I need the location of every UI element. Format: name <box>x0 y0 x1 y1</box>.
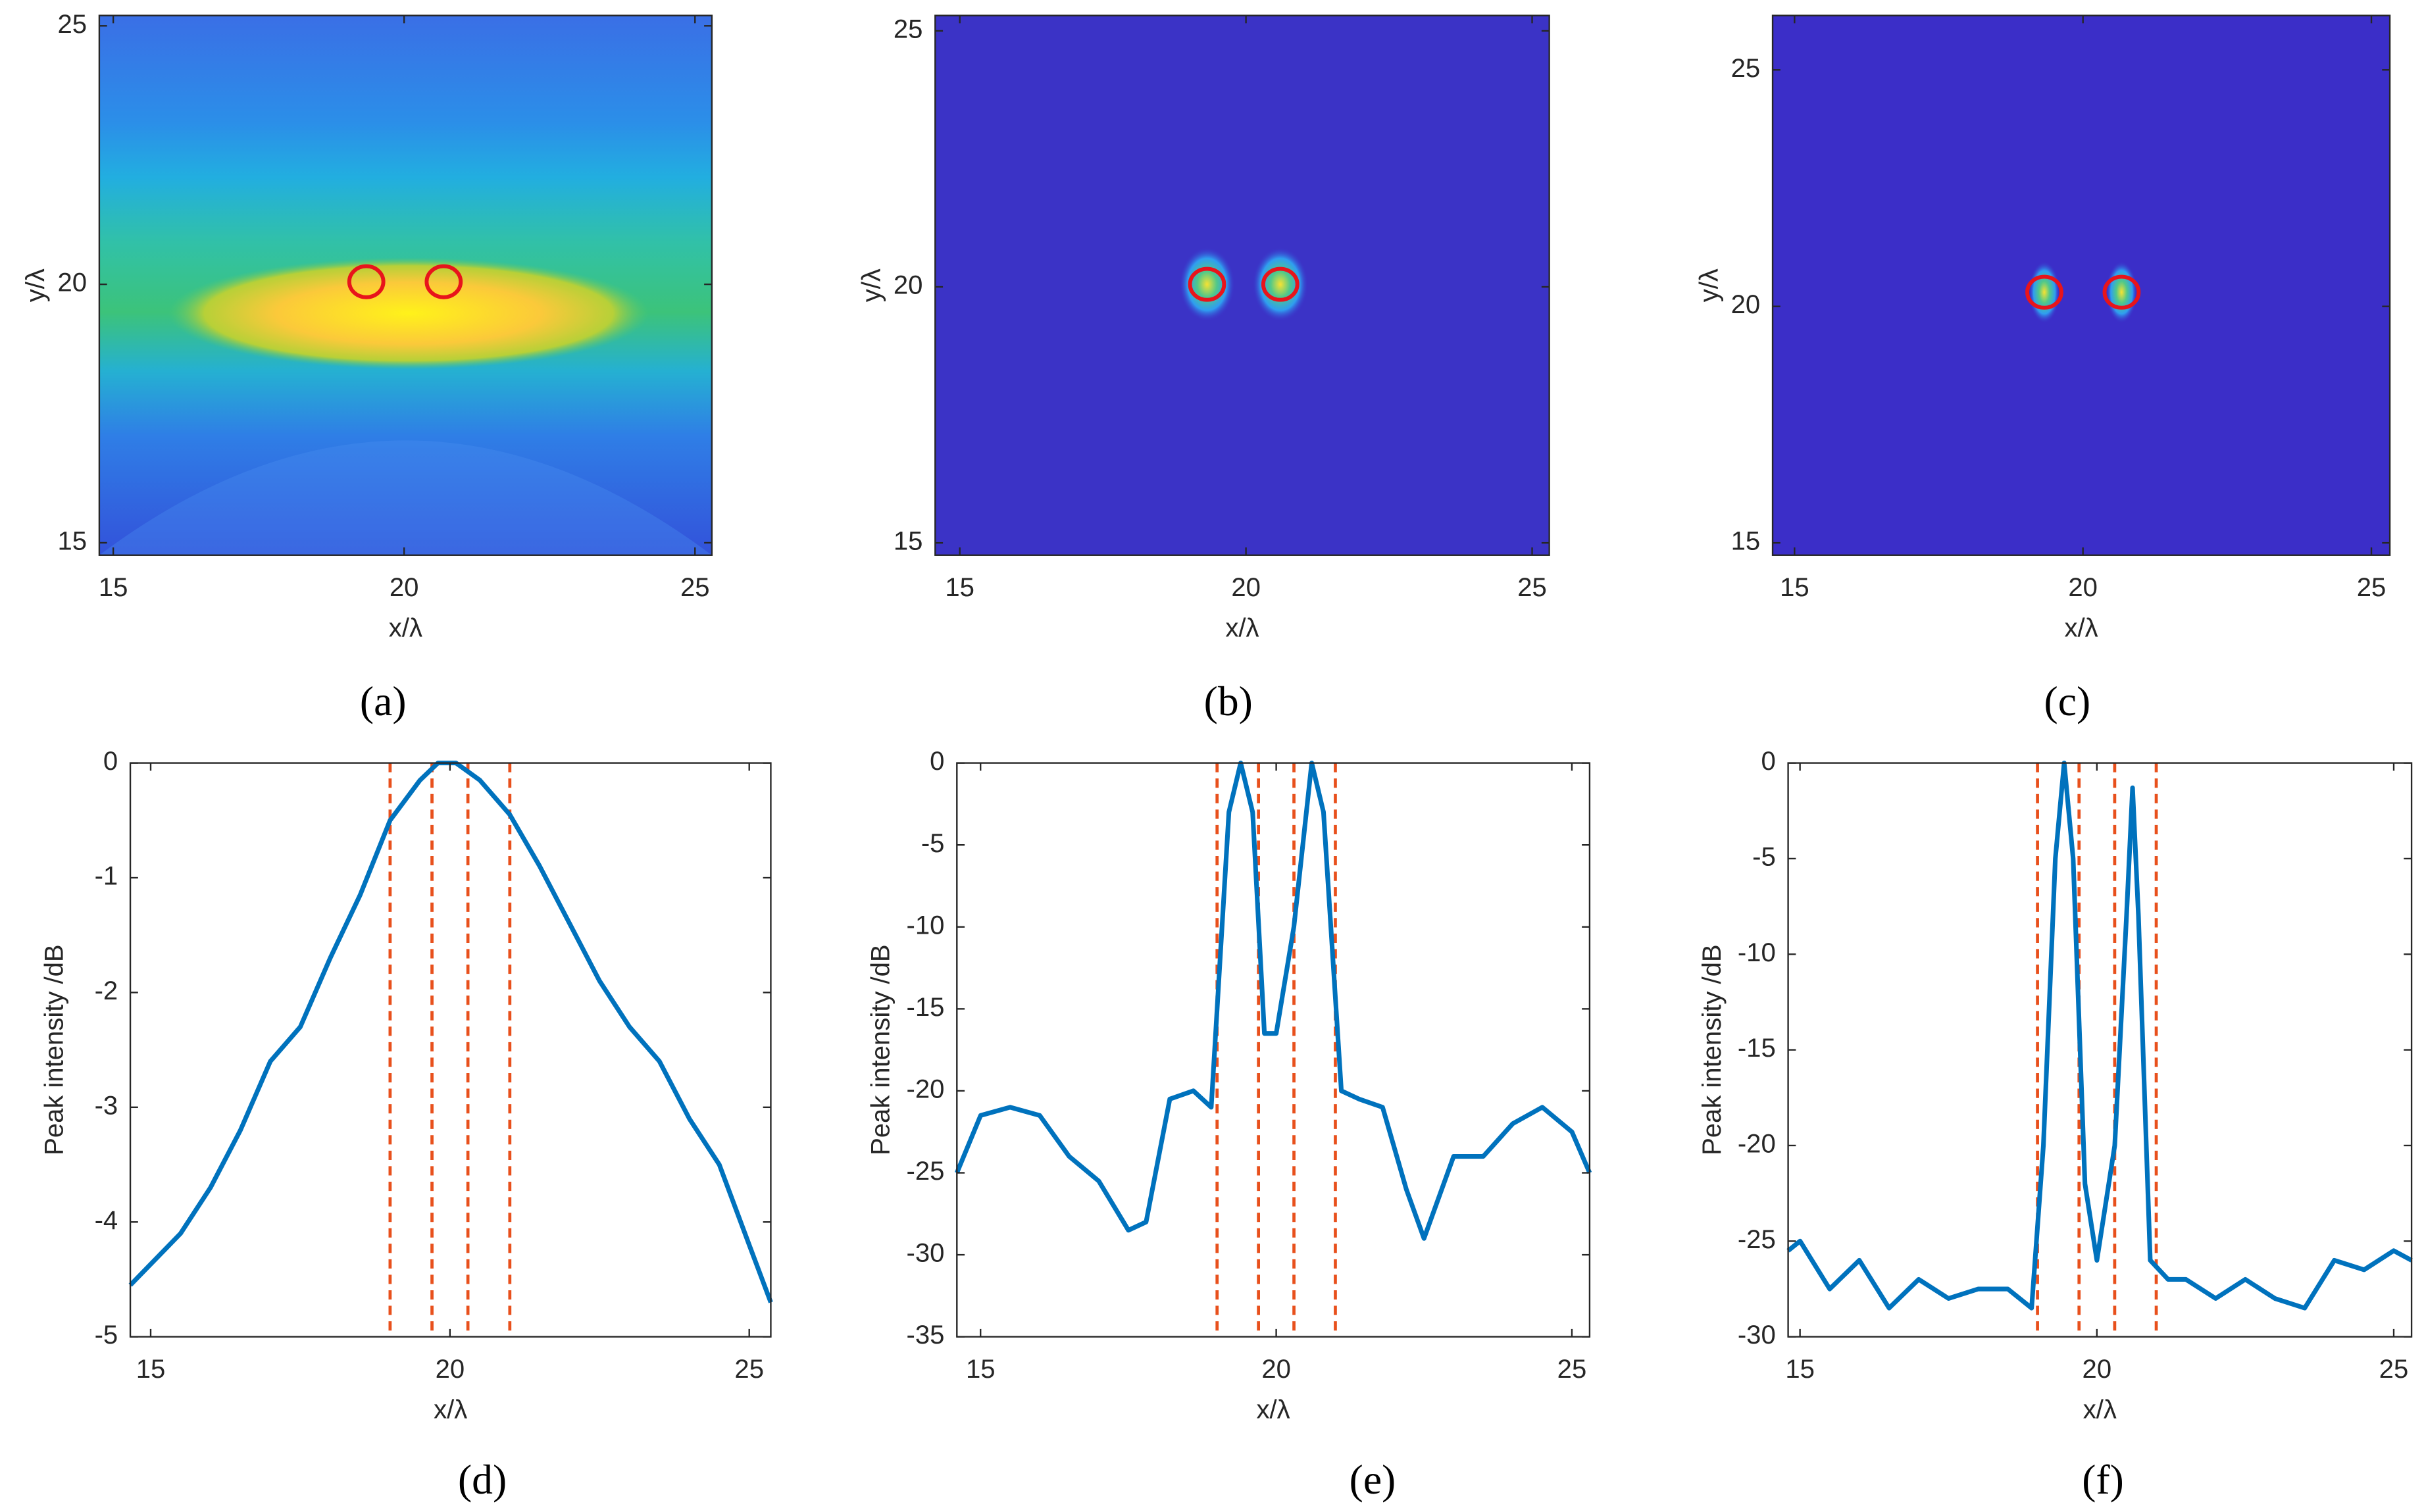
y-tick-label: -2 <box>95 976 118 1005</box>
y-tick-label: -5 <box>1752 843 1776 872</box>
panel-caption: (c) <box>2044 678 2091 724</box>
x-axis-label: x/λ <box>2064 613 2098 642</box>
axes-box <box>98 14 713 556</box>
y-tick-label: -20 <box>1738 1130 1776 1159</box>
panel: 15 20 25 15 20 25 x/λ y/λ (a) <box>21 10 713 724</box>
y-axis-label: y/λ <box>21 268 50 302</box>
marker-circle <box>2102 274 2141 310</box>
y-tick-label: -10 <box>907 911 945 940</box>
panel-caption: (d) <box>458 1456 507 1503</box>
heatmap-spot <box>1252 247 1309 322</box>
y-tick-label: -30 <box>1738 1321 1776 1349</box>
x-tick-label: 15 <box>136 1355 166 1384</box>
y-tick-label: 25 <box>894 14 923 43</box>
heatmap-hotspot <box>168 257 649 369</box>
y-tick-label: 0 <box>1761 747 1775 776</box>
y-tick-label: -15 <box>907 993 945 1022</box>
x-axis-label: x/λ <box>1257 1395 1290 1424</box>
panel-caption: (b) <box>1204 678 1253 724</box>
y-tick-label: -5 <box>95 1321 118 1349</box>
y-tick-label: 15 <box>58 527 88 556</box>
y-tick-label: -15 <box>1738 1034 1776 1063</box>
y-axis-label: Peak intensity /dB <box>867 944 896 1155</box>
x-tick-label: 15 <box>1780 573 1809 602</box>
marker-circle <box>1261 266 1300 302</box>
x-axis-label: x/λ <box>2083 1395 2117 1424</box>
y-tick-label: -5 <box>921 829 945 858</box>
x-tick-label: 20 <box>390 573 419 602</box>
data-line <box>955 761 1592 1241</box>
axes-box <box>934 14 1550 556</box>
heatmap-image <box>1773 15 2390 555</box>
marker-circle <box>2025 274 2063 310</box>
y-tick-label: 15 <box>1731 527 1761 556</box>
y-axis-label: y/λ <box>857 268 886 302</box>
x-axis-label: x/λ <box>389 613 422 642</box>
panel-caption: (f) <box>2082 1456 2124 1503</box>
data-line <box>1786 761 2413 1311</box>
y-tick-label: 0 <box>930 747 944 776</box>
x-tick-label: 20 <box>2068 573 2098 602</box>
heatmap-spot <box>2106 261 2137 324</box>
x-tick-label: 15 <box>945 573 974 602</box>
marker-circle <box>424 264 463 299</box>
panel: 15 20 25 15 20 25 x/λ y/λ (b) <box>857 14 1550 724</box>
y-tick-label: 25 <box>1731 54 1761 83</box>
y-tick-label: 20 <box>1731 290 1761 319</box>
panel: 15 20 25 -5 -4 -3 -2 -1 0 x/λ Peak intensity /dB (d… <box>39 747 773 1503</box>
y-axis-label: y/λ <box>1694 268 1723 302</box>
plot-area <box>957 763 1590 1337</box>
heatmap-image <box>935 15 1550 555</box>
panel: 15 20 25 15 20 25 x/λ y/λ (c) <box>1694 14 2391 724</box>
x-tick-label: 25 <box>1557 1355 1587 1384</box>
y-tick-label: -3 <box>95 1091 118 1120</box>
y-tick-label: -30 <box>907 1239 945 1268</box>
marker-circle <box>1188 266 1226 302</box>
y-tick-label: -25 <box>907 1157 945 1186</box>
heatmap-arch <box>99 440 712 555</box>
y-tick-label: -35 <box>907 1321 945 1349</box>
plot-area <box>130 763 771 1337</box>
panel-caption: (a) <box>360 678 407 724</box>
x-tick-label: 20 <box>436 1355 465 1384</box>
y-tick-label: -1 <box>95 862 118 891</box>
x-tick-label: 15 <box>966 1355 996 1384</box>
heatmap-spot <box>2029 261 2060 324</box>
y-tick-label: 25 <box>58 10 88 39</box>
x-tick-label: 20 <box>1231 573 1261 602</box>
y-tick-label: -25 <box>1738 1225 1776 1254</box>
x-tick-label: 25 <box>2379 1355 2409 1384</box>
panel: 15 20 25 -30 -25 -20 -15 -10 -5 0 x/λ Peak intensit… <box>1698 747 2413 1503</box>
y-tick-label: 0 <box>103 747 118 776</box>
y-tick-label: -20 <box>907 1075 945 1104</box>
y-tick-label: 15 <box>894 527 923 556</box>
x-tick-label: 25 <box>734 1355 764 1384</box>
y-axis-label: Peak intensity /dB <box>1698 944 1727 1155</box>
y-axis-label: Peak intensity /dB <box>39 944 68 1155</box>
axes-box <box>956 762 1591 1338</box>
x-tick-label: 20 <box>2083 1355 2112 1384</box>
axes-box <box>1771 14 2391 556</box>
x-tick-label: 25 <box>680 573 710 602</box>
y-tick-label: 20 <box>894 271 923 300</box>
y-tick-label: 20 <box>58 268 88 297</box>
y-tick-label: -10 <box>1738 938 1776 967</box>
x-tick-label: 15 <box>99 573 128 602</box>
x-tick-label: 25 <box>2357 573 2386 602</box>
x-axis-label: x/λ <box>434 1395 467 1424</box>
y-tick-label: -4 <box>95 1206 118 1235</box>
panel-caption: (e) <box>1350 1456 1396 1503</box>
heatmap-spot <box>1179 247 1235 322</box>
panel: 15 20 25 -35 -30 -25 -20 -15 -10 -5 0 x/λ Peak inten… <box>867 747 1592 1503</box>
x-tick-label: 20 <box>1261 1355 1291 1384</box>
x-tick-label: 25 <box>1517 573 1547 602</box>
marker-circle <box>347 264 386 299</box>
x-tick-label: 15 <box>1785 1355 1815 1384</box>
x-axis-label: x/λ <box>1225 613 1259 642</box>
